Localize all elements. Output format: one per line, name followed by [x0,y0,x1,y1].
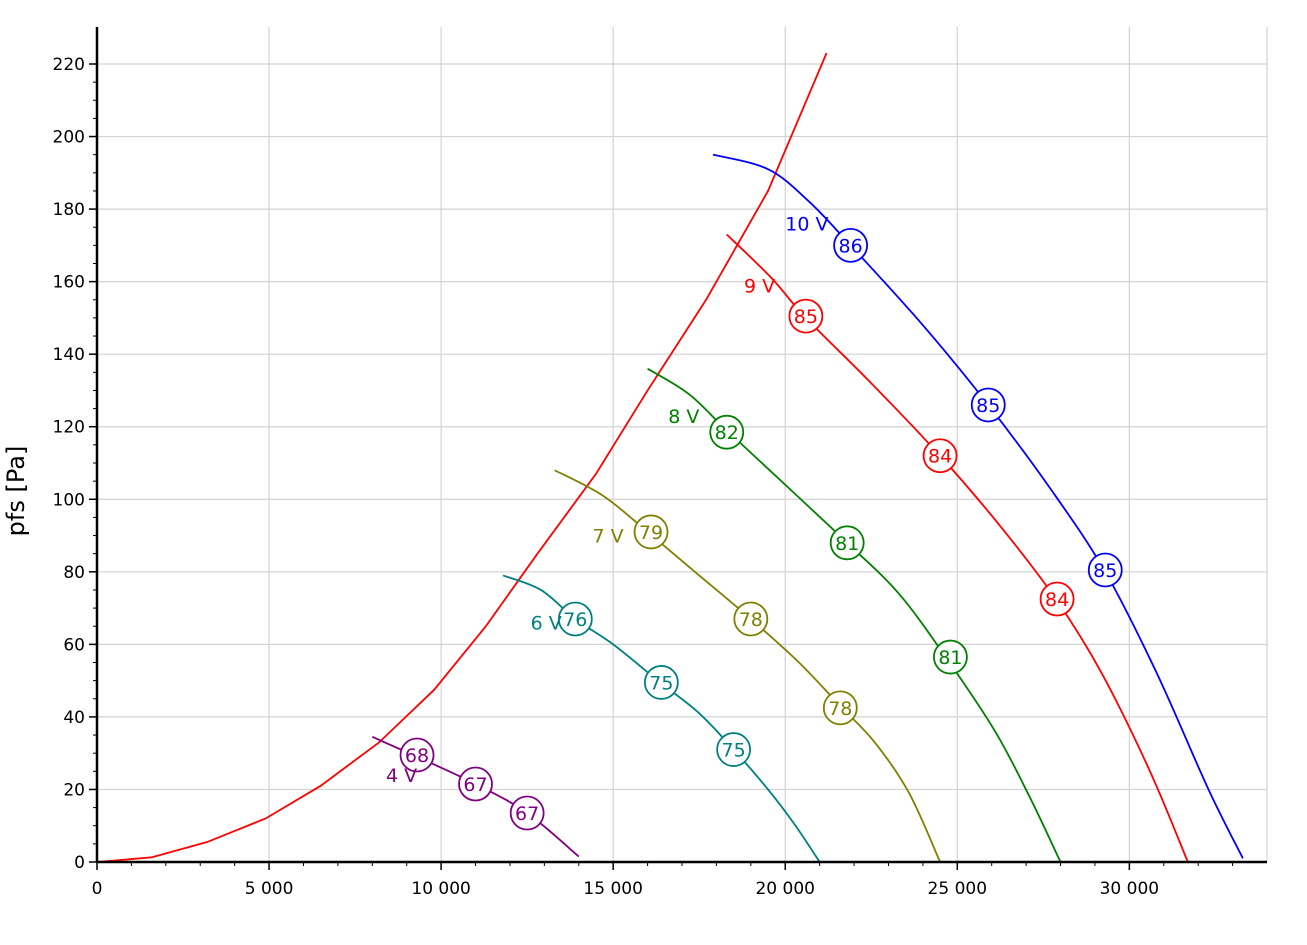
x-tick-label: 0 [92,879,103,899]
efficiency-marker-label: 85 [794,306,818,328]
efficiency-marker-label: 81 [835,533,859,555]
efficiency-marker-label: 79 [639,522,663,544]
efficiency-marker-label: 67 [463,774,487,796]
efficiency-marker-label: 78 [739,609,763,631]
efficiency-marker-label: 81 [938,647,962,669]
y-tick-label: 60 [63,635,85,655]
y-tick-label: 200 [53,128,85,148]
efficiency-marker-8v [829,525,865,561]
efficiency-marker-4v [509,795,545,831]
efficiency-marker-6v [557,601,593,637]
y-tick-label: 140 [53,345,85,365]
efficiency-marker-label: 86 [839,235,863,257]
series-label-4v: 4 V [386,765,417,787]
efficiency-marker-label: 68 [405,745,429,767]
efficiency-marker-label: 75 [649,672,673,694]
efficiency-marker-label: 78 [828,698,852,720]
efficiency-marker-label: 82 [715,422,739,444]
series-label-7v: 7 V [593,526,624,548]
y-tick-label: 120 [53,418,85,438]
x-tick-label: 10 000 [411,879,470,899]
series-line-10v [712,153,1244,859]
efficiency-marker-4v [399,737,435,773]
efficiency-marker-10v [1087,552,1123,588]
y-tick-label: 220 [53,55,85,75]
efficiency-marker-label: 76 [563,609,587,631]
series-label-6v: 6 V [531,613,562,635]
y-tick-label: 40 [63,708,85,728]
x-tick-label: 15 000 [583,879,642,899]
grid [97,27,1268,862]
efficiency-marker-10v [833,227,869,263]
efficiency-marker-label: 85 [976,395,1000,417]
x-tick-label: 5 000 [245,879,294,899]
efficiency-marker-6v [716,732,752,767]
efficiency-marker-7v [633,514,669,550]
y-tick-label: 100 [53,490,85,510]
efficiency-marker-label: 75 [722,740,746,762]
efficiency-marker-label: 84 [928,446,952,468]
series-label-9v: 9 V [744,275,775,297]
series-label-10v: 10 V [785,214,828,236]
efficiency-marker-label: 85 [1093,560,1117,582]
efficiency-marker-label: 67 [515,803,539,825]
efficiency-marker-7v [733,601,769,637]
efficiency-marker-4v [458,766,493,802]
efficiency-marker-9v [922,438,958,474]
efficiency-marker-9v [1039,581,1075,617]
efficiency-marker-7v [822,690,858,726]
y-tick-label: 0 [74,853,85,873]
axes: 0 20 40 60 80 100 120 140 160 180 200 220 0 5 000 10 0… [53,27,1267,899]
series-line-6v [502,574,821,863]
x-tick-label: 20 000 [755,879,814,899]
x-tick-label: 25 000 [928,879,987,899]
efficiency-marker-10v [970,387,1006,423]
efficiency-marker-8v [709,414,745,450]
y-axis-label: pfs [Pa] [2,446,30,537]
efficiency-markers: 68 67 67 76 75 75 79 78 78 82 81 81 85 84 84 86 85 85 [399,227,1123,831]
system-curve-line [96,52,828,863]
efficiency-marker-label: 84 [1045,589,1069,611]
series-line-7v [554,469,941,863]
y-tick-label: 20 [63,780,85,800]
y-tick-label: 180 [53,200,85,220]
series-label-8v: 8 V [668,406,699,428]
y-tick-label: 160 [53,273,85,293]
x-tick-label: 30 000 [1100,879,1159,899]
efficiency-marker-8v [933,639,968,675]
y-tick-label: 80 [63,563,85,583]
series-labels: 4 V 6 V 7 V 8 V 9 V 10 V [386,214,828,787]
efficiency-marker-6v [643,665,679,700]
series-line-8v [647,367,1062,863]
efficiency-marker-9v [788,298,824,334]
